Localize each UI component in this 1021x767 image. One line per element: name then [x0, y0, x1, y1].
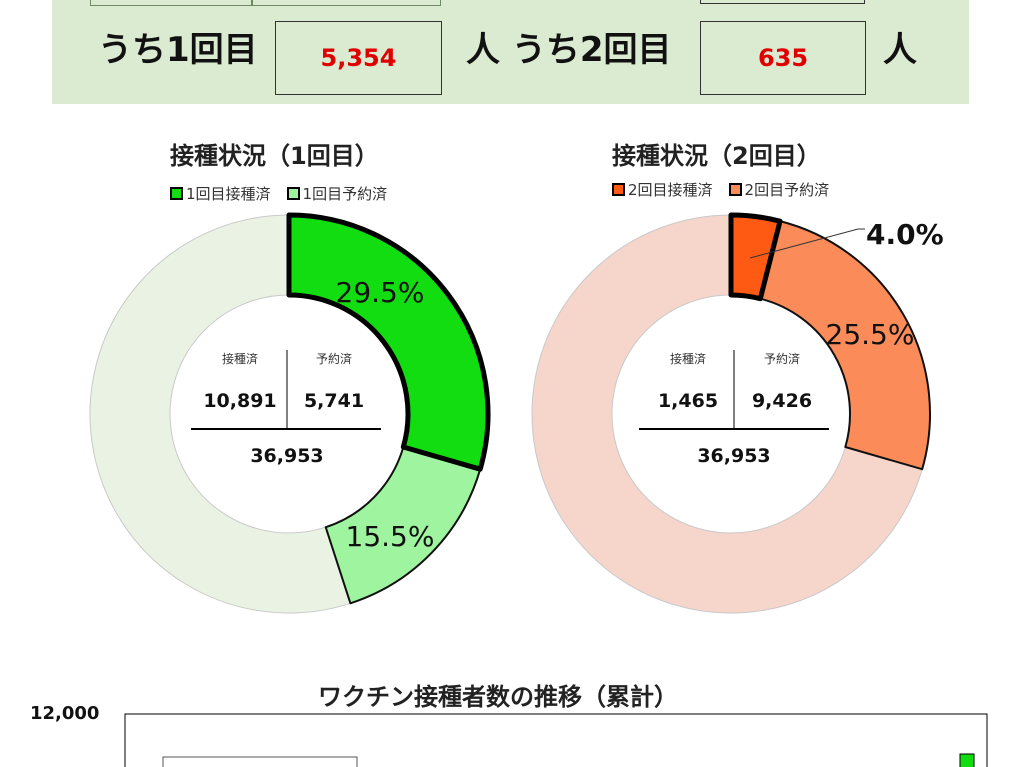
line-chart-title: ワクチン接種者数の推移（累計） — [318, 683, 678, 711]
banner-box-top-right — [700, 0, 865, 4]
legend-item-dose2-done: 2回目接種済 — [612, 179, 713, 200]
chart1-title: 接種状況（1回目） — [170, 142, 379, 170]
line-chart-legend-swatch — [959, 753, 975, 767]
slice-dose1-reserved — [324, 446, 482, 605]
chart1-slice-label-done: 29.5% — [336, 276, 425, 309]
chart1-legend: 1回目接種済 1回目予約済 — [170, 183, 387, 204]
legend-item-dose1-done: 1回目接種済 — [170, 183, 271, 204]
slice-dose2-reserved — [759, 220, 931, 471]
dose2-label: 人 うち2回目 — [466, 30, 672, 70]
chart2-slice-label-reserved: 25.5% — [826, 318, 915, 351]
donut-chart-dose1 — [89, 212, 491, 614]
chart1-done-label: 接種済 — [222, 351, 258, 366]
chart1-total-value: 36,953 — [250, 445, 323, 467]
legend-label-dose2-done: 2回目接種済 — [628, 181, 713, 199]
chart2-done-label: 接種済 — [670, 351, 706, 366]
legend-label-dose2-reserved: 2回目予約済 — [744, 181, 830, 199]
chart2-slice-label-done: 4.0% — [866, 218, 944, 251]
chart2-title: 接種状況（2回目） — [612, 142, 821, 170]
chart2-reserved-label: 予約済 — [764, 351, 800, 366]
summary-banner: うち1回目 5,354 人 うち2回目 635 人 — [52, 0, 969, 104]
chart1-slice-label-reserved: 15.5% — [346, 520, 435, 553]
chart2-reserved-value: 9,426 — [752, 390, 812, 412]
legend-swatch-dose2-done — [612, 183, 625, 196]
legend-swatch-dose2-reserved — [728, 183, 742, 196]
legend-swatch-dose1-reserved — [286, 187, 300, 200]
legend-item-dose2-reserved: 2回目予約済 — [728, 179, 830, 200]
chart2-legend: 2回目接種済 2回目予約済 — [612, 179, 829, 200]
legend-item-dose1-reserved: 1回目予約済 — [286, 183, 388, 204]
dose1-label: うち1回目 — [98, 30, 258, 70]
legend-label-dose1-done: 1回目接種済 — [186, 185, 271, 203]
slice-dose1-remaining — [89, 214, 351, 614]
chart1-reserved-value: 5,741 — [304, 390, 364, 412]
legend-swatch-dose1-done — [170, 187, 183, 200]
chart1-center-table: 接種済 予約済 10,891 5,741 36,953 — [191, 350, 381, 467]
legend-label-dose1-reserved: 1回目予約済 — [302, 185, 388, 203]
banner-box-top-left — [90, 0, 253, 6]
slice-dose2-remaining — [531, 214, 923, 614]
slice-dose1-done — [286, 212, 491, 472]
dose2-value: 635 — [757, 44, 809, 72]
chart1-reserved-label: 予約済 — [316, 351, 352, 366]
dose1-value-box: 5,354 — [275, 21, 442, 95]
chart2-total-value: 36,953 — [697, 445, 770, 467]
chart1-done-value: 10,891 — [203, 390, 276, 412]
dose2-value-box: 635 — [700, 21, 866, 95]
line-chart-inner-box — [162, 756, 358, 767]
chart2-done-value: 1,465 — [658, 390, 718, 412]
chart2-leader-line — [749, 228, 865, 259]
unit-label: 人 — [883, 30, 917, 70]
donut-chart-dose2 — [531, 212, 931, 614]
banner-box-top-center — [251, 0, 441, 6]
chart2-center-table: 接種済 予約済 1,465 9,426 36,953 — [639, 350, 829, 467]
y-axis-top-tick: 12,000 — [30, 703, 100, 724]
dose1-value: 5,354 — [320, 44, 397, 72]
